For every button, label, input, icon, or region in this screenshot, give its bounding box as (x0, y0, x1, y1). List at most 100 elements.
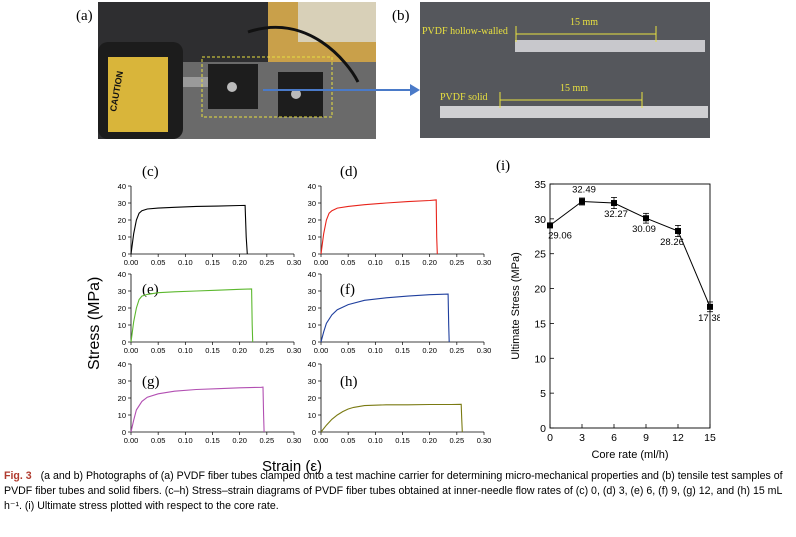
data-point (547, 222, 553, 229)
x-tick-label: 0.05 (151, 346, 166, 355)
y-tick-label: 40 (308, 360, 316, 369)
y-tick-label: 30 (308, 199, 316, 208)
y-tick-label: 10 (308, 411, 316, 420)
y-tick-label: 0 (122, 428, 126, 437)
dim-top: 15 mm (570, 17, 598, 28)
chart-c: 0 10 20 30 40 0.00 0.05 0.10 0.15 0.20 0.25 0.30 (118, 182, 302, 267)
x-tick-label: 12 (672, 432, 684, 444)
data-point (579, 198, 585, 205)
y-tick-label: 5 (540, 388, 546, 400)
panel-letter-b: (b) (392, 8, 410, 24)
panel-letter-e: (e) (142, 282, 159, 298)
x-tick-label: 0.25 (450, 346, 465, 355)
y-tick-label: 10 (118, 321, 126, 330)
x-tick-label: 0.05 (151, 258, 166, 267)
label-solid: PVDF solid (440, 92, 488, 103)
y-tick-label: 0 (312, 428, 316, 437)
x-tick-label: 0.05 (341, 436, 356, 445)
x-tick-label: 0.00 (314, 346, 329, 355)
x-tick-label: 0.10 (178, 436, 193, 445)
panel-letter-h: (h) (340, 374, 358, 390)
x-tick-label: 0.00 (314, 436, 329, 445)
y-tick-label: 30 (534, 214, 546, 226)
x-tick-label: 0.25 (450, 258, 465, 267)
series-line-h (320, 403, 463, 433)
x-tick-label: 0.20 (232, 258, 247, 267)
chart-f: 0 10 20 30 40 0.00 0.05 0.10 0.15 0.20 0.25 0.30 (308, 270, 492, 355)
chart-g: 0 10 20 30 40 0.00 0.05 0.10 0.15 0.20 0.25 0.30 (118, 360, 302, 445)
data-point (707, 303, 713, 310)
x-tick-label: 0.15 (205, 436, 220, 445)
photo-b-samples: PVDF hollow-walled PVDF solid 15 mm 15 m… (420, 2, 710, 138)
data-label: 17.38 (698, 313, 720, 324)
x-tick-label: 0.15 (395, 258, 410, 267)
y-tick-label: 40 (118, 182, 126, 191)
x-axis-label: Core rate (ml/h) (591, 449, 668, 461)
series-line-c (130, 204, 248, 255)
y-tick-label: 0 (312, 250, 316, 259)
x-tick-label: 0.25 (260, 258, 275, 267)
x-tick-label: 0.30 (477, 258, 492, 267)
label-hollow: PVDF hollow-walled (422, 26, 508, 37)
panel-letter-c: (c) (142, 164, 159, 180)
y-tick-label: 10 (118, 233, 126, 242)
y-tick-label: 30 (308, 377, 316, 386)
data-point (675, 227, 681, 234)
y-tick-label: 10 (308, 233, 316, 242)
y-tick-label: 30 (118, 287, 126, 296)
x-tick-label: 0.20 (422, 346, 437, 355)
chart-d: 0 10 20 30 40 0.00 0.05 0.10 0.15 0.20 0.25 0.30 (308, 182, 492, 267)
x-tick-label: 6 (611, 432, 617, 444)
plot-frame (549, 183, 711, 429)
x-tick-label: 15 (704, 432, 716, 444)
x-tick-label: 0.25 (260, 436, 275, 445)
x-tick-label: 3 (579, 432, 585, 444)
shared-xlabel: Strain (ε) (262, 458, 323, 475)
panel-letter-a: (a) (76, 8, 93, 24)
x-tick-label: 0.25 (450, 436, 465, 445)
dim-bottom: 15 mm (560, 83, 588, 94)
x-tick-label: 0.10 (368, 346, 383, 355)
arrow-a-to-b (370, 84, 420, 96)
x-tick-label: 0.00 (124, 436, 139, 445)
series-line-d (320, 199, 438, 255)
panel-letter-g: (g) (142, 374, 160, 390)
y-tick-label: 20 (118, 216, 126, 225)
chart-h: 0 10 20 30 40 0.00 0.05 0.10 0.15 0.20 0.25 0.30 (308, 360, 492, 445)
x-tick-label: 0.15 (205, 346, 220, 355)
y-tick-label: 30 (118, 199, 126, 208)
y-tick-label: 40 (118, 360, 126, 369)
y-tick-label: 20 (534, 284, 546, 296)
panel-letter-f: (f) (340, 282, 355, 298)
x-tick-label: 0.20 (232, 436, 247, 445)
x-tick-label: 0.30 (477, 436, 492, 445)
y-tick-label: 40 (308, 270, 316, 279)
y-tick-label: 30 (308, 287, 316, 296)
caption-text: (a and b) Photographs of (a) PVDF fiber … (4, 470, 783, 512)
x-tick-label: 0.20 (422, 258, 437, 267)
x-tick-label: 0.10 (368, 258, 383, 267)
x-tick-label: 0.15 (395, 346, 410, 355)
data-label: 29.06 (548, 230, 572, 241)
y-tick-label: 20 (308, 216, 316, 225)
data-label: 32.27 (604, 209, 628, 220)
data-label: 30.09 (632, 224, 656, 235)
photo-a-test-machine: CAUTION (98, 2, 376, 139)
x-tick-label: 0.30 (287, 436, 302, 445)
y-tick-label: 10 (534, 353, 546, 365)
x-tick-label: 0.05 (341, 346, 356, 355)
data-label: 28.26 (660, 237, 684, 248)
y-tick-label: 0 (122, 338, 126, 347)
y-tick-label: 20 (118, 394, 126, 403)
y-tick-label: 35 (534, 179, 546, 191)
y-tick-label: 40 (308, 182, 316, 191)
x-tick-label: 0.05 (341, 258, 356, 267)
y-axis-label: Ultimate Stress (MPa) (510, 252, 522, 360)
chart-e: 0 10 20 30 40 0.00 0.05 0.10 0.15 0.20 0.25 0.30 (118, 270, 302, 355)
panel-letter-d: (d) (340, 164, 358, 180)
y-tick-label: 20 (118, 304, 126, 313)
x-tick-label: 0.10 (178, 258, 193, 267)
x-tick-label: 0.00 (124, 258, 139, 267)
x-tick-label: 0 (547, 432, 553, 444)
y-tick-label: 15 (534, 318, 546, 330)
